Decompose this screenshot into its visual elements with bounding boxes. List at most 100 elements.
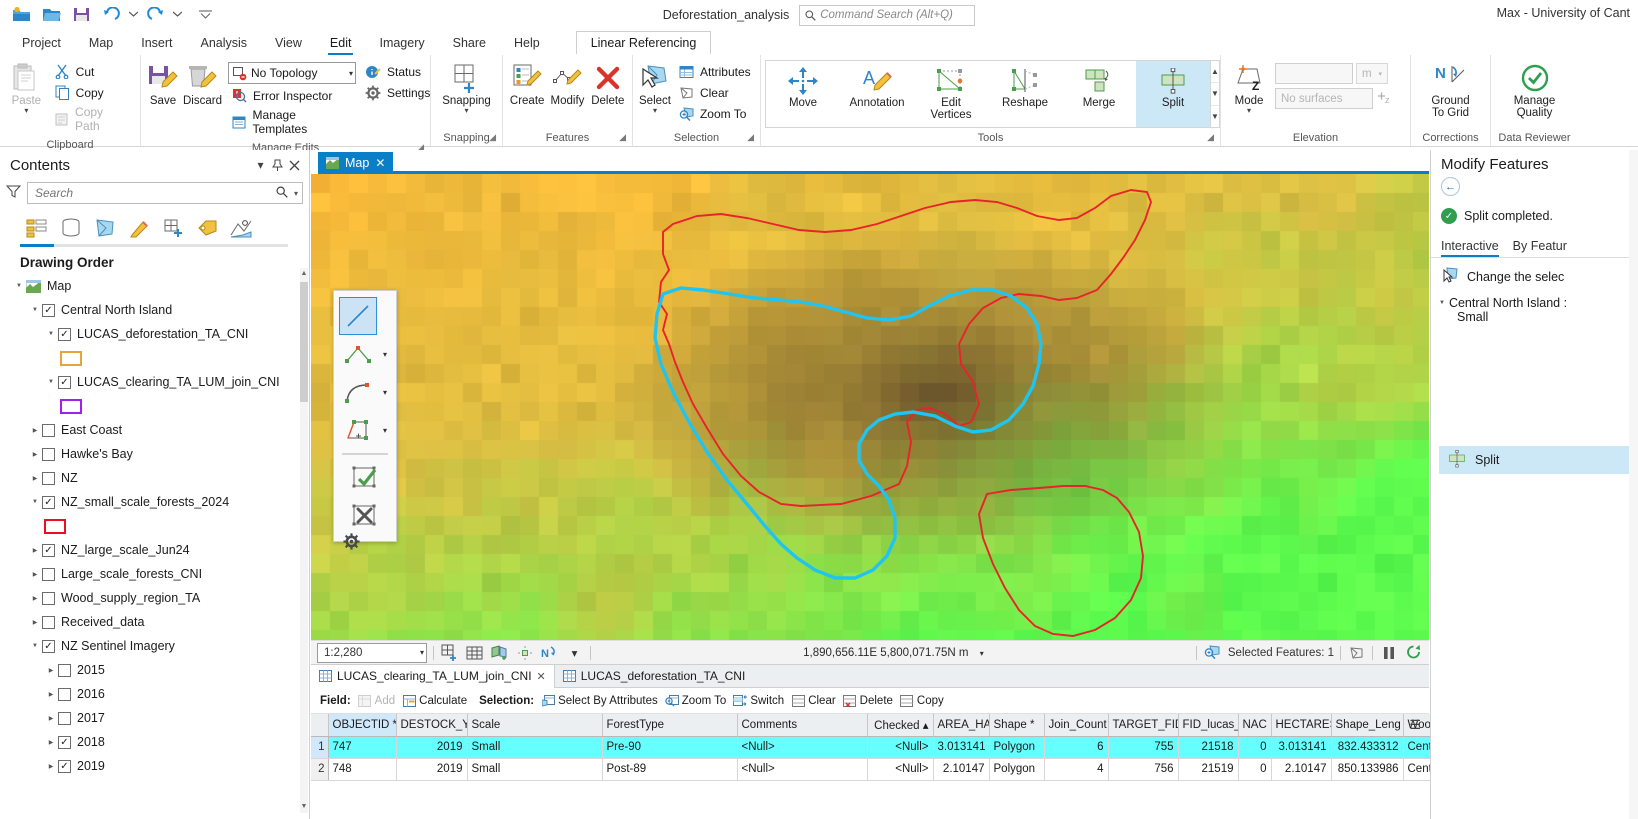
map-features[interactable] (311, 174, 1429, 640)
elevation-units-combobox[interactable]: m ▾ (1356, 63, 1388, 84)
table-copy-button[interactable]: Copy (900, 694, 944, 708)
command-search-input[interactable]: Command Search (Alt+Q) (799, 4, 976, 26)
error-inspector-button[interactable]: Error Inspector (228, 85, 356, 106)
contents-tree-item[interactable]: Large_scale_forests_CNI (8, 562, 309, 586)
layer-checkbox-unchecked[interactable] (42, 567, 55, 581)
table-cell[interactable]: <Null> (867, 758, 934, 781)
expand-icon[interactable] (28, 427, 42, 434)
snapping-chip-icon[interactable] (515, 643, 534, 662)
redo-dropdown-icon[interactable] (170, 2, 184, 26)
table-cell[interactable]: 748 (328, 758, 397, 781)
status-button[interactable]: Status (362, 61, 435, 82)
layer-checkbox-checked[interactable]: ✓ (42, 495, 55, 509)
add-field-button[interactable]: Add (358, 694, 395, 708)
symbol-swatch[interactable] (44, 518, 66, 534)
collapse-icon[interactable] (44, 379, 58, 385)
save-project-icon[interactable] (66, 2, 96, 26)
contents-menu-icon[interactable]: ▾ (257, 158, 264, 172)
paste-button[interactable]: Paste ▾ (4, 59, 49, 117)
tool-reshape[interactable]: Reshape (988, 61, 1062, 127)
map-scale-caret-icon[interactable]: ▾ (419, 648, 424, 657)
table-cell[interactable]: 6 (1044, 736, 1109, 759)
column-header[interactable]: Checked ▴ (867, 714, 934, 737)
column-header[interactable]: DESTOCK_YR (396, 714, 468, 737)
table-cell[interactable]: Pre-90 (602, 736, 738, 759)
search-icon[interactable] (276, 185, 288, 201)
selection-chip-icon[interactable] (490, 643, 509, 662)
cut-button[interactable]: Cut (51, 61, 134, 82)
map-tab-close-icon[interactable]: ✕ (375, 156, 386, 170)
contents-scroll-down-icon[interactable]: ▼ (300, 803, 308, 810)
tab-edit[interactable]: Edit (316, 33, 366, 55)
select-caret-icon[interactable]: ▾ (652, 106, 657, 115)
table-cell[interactable]: 2.10147 (933, 758, 990, 781)
collapse-icon[interactable] (28, 643, 42, 649)
ground-to-grid-button[interactable]: N Ground To Grid (1416, 59, 1486, 121)
undo-dropdown-icon[interactable] (126, 2, 140, 26)
settings-button[interactable]: Settings (362, 82, 435, 103)
symbol-swatch[interactable] (60, 398, 82, 414)
calculate-field-button[interactable]: Calculate (402, 694, 467, 708)
switch-selection-button[interactable]: Switch (733, 694, 784, 708)
add-basemap-icon[interactable] (440, 643, 459, 662)
contents-pin-icon[interactable] (269, 155, 286, 175)
polyline-tool-caret-icon[interactable]: ▾ (382, 349, 387, 359)
expand-icon[interactable] (28, 451, 42, 458)
tab-help[interactable]: Help (513, 36, 540, 50)
snapping-button[interactable]: Snapping ▾ (435, 59, 498, 117)
split-tool-item[interactable]: Split (1439, 446, 1638, 474)
contents-tree-item[interactable]: East Coast (8, 418, 309, 442)
tab-map[interactable]: Map (88, 36, 114, 50)
row-number[interactable]: 2 (311, 758, 329, 781)
table-cell[interactable]: <Null> (737, 736, 868, 759)
table-cell[interactable]: 2019 (396, 758, 468, 781)
tab-imagery[interactable]: Imagery (379, 36, 425, 50)
attribute-grid[interactable]: OBJECTID *DESTOCK_YRScaleForestTypeComme… (311, 714, 1448, 781)
map-tab[interactable]: Map ✕ (318, 152, 394, 174)
contents-close-icon[interactable] (286, 155, 303, 175)
new-project-icon[interactable] (6, 2, 36, 26)
contents-tree-item[interactable]: ✓ NZ_large_scale_Jun24 (8, 538, 309, 562)
layer-checkbox-checked[interactable]: ✓ (58, 735, 71, 749)
change-selection-row[interactable]: Change the selec (1431, 258, 1638, 292)
contents-tree-item[interactable]: NZ (8, 466, 309, 490)
layer-checkbox-checked[interactable]: ✓ (42, 543, 55, 557)
collapse-icon[interactable] (28, 307, 42, 313)
arc-tool-caret-icon[interactable]: ▾ (382, 387, 387, 397)
elevation-surfaces-combobox[interactable]: No surfaces (1275, 88, 1373, 109)
line-tool-icon[interactable] (339, 297, 377, 335)
contents-tree-item[interactable]: 2017 (8, 706, 309, 730)
deforestation-polygon-outline[interactable] (658, 189, 1153, 507)
topology-combobox[interactable]: No Topology ▾ (227, 62, 356, 84)
layer-checkbox-checked[interactable]: ✓ (58, 759, 71, 773)
map-canvas[interactable]: ▾ ▾ (311, 174, 1429, 640)
layer-checkbox-unchecked[interactable] (42, 615, 55, 629)
expand-icon[interactable] (44, 739, 58, 746)
tools-scroll[interactable]: ▲ ▼ ▼ (1211, 60, 1220, 128)
table-cell[interactable]: 3.013141 (933, 736, 990, 759)
table-cell[interactable]: 0 (1238, 758, 1272, 781)
expand-icon[interactable] (28, 619, 42, 626)
layer-checkbox-checked[interactable]: ✓ (58, 327, 71, 341)
modify-features-button[interactable]: Modify (547, 59, 587, 109)
snapping-caret-icon[interactable]: ▾ (464, 106, 469, 115)
contents-search-input[interactable] (35, 186, 272, 200)
table-options-icon[interactable]: ☰ (1409, 717, 1421, 732)
elevation-value-input[interactable] (1275, 63, 1353, 84)
layer-symbol-swatch[interactable] (8, 394, 309, 418)
table-cell[interactable]: 3.013141 (1271, 736, 1332, 759)
tool-split[interactable]: Split (1136, 61, 1210, 127)
expand-icon[interactable] (44, 763, 58, 770)
customize-qat-icon[interactable] (190, 2, 220, 26)
table-tab-lucas-deforestation[interactable]: LUCAS_deforestation_TA_CNI (555, 665, 754, 688)
back-icon[interactable]: ← (1441, 177, 1460, 196)
tab-share[interactable]: Share (452, 36, 486, 50)
table-cell[interactable]: 832.433312 (1331, 736, 1404, 759)
table-cell[interactable]: <Null> (867, 736, 934, 759)
refresh-icon[interactable] (1404, 643, 1423, 662)
clear-selection-status-icon[interactable] (1347, 643, 1366, 662)
coordinates-dropdown-icon[interactable]: ▾ (979, 648, 984, 658)
tool-move[interactable]: Move (766, 61, 840, 127)
elevation-mode-caret-icon[interactable]: ▾ (1246, 106, 1251, 115)
